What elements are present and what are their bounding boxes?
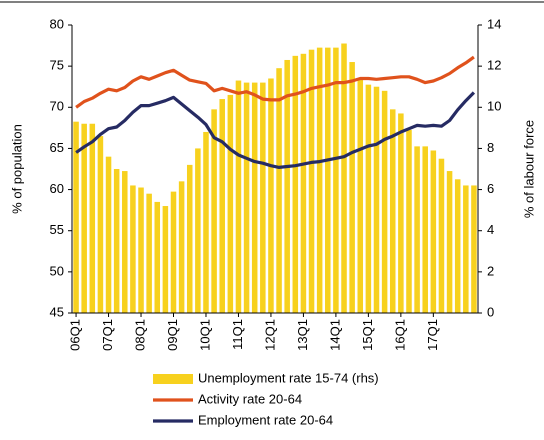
y2-tick-label: 0 [487, 304, 494, 319]
bar [349, 62, 355, 314]
legend-label: Unemployment rate 15-74 (rhs) [198, 370, 379, 385]
legend-label: Activity rate 20-64 [198, 391, 302, 406]
bar [251, 82, 258, 313]
bar [268, 78, 274, 313]
bar [438, 158, 445, 313]
bar [162, 206, 169, 313]
bar [284, 59, 290, 313]
bar [446, 171, 453, 313]
bar [430, 150, 437, 313]
y-tick-label: 70 [50, 99, 64, 114]
y2-tick-label: 10 [487, 99, 501, 114]
bar [146, 193, 152, 313]
bar [113, 169, 120, 313]
bar [333, 47, 339, 313]
x-tick-label: 08Q1 [132, 319, 147, 351]
x-tick-label: 06Q1 [67, 319, 82, 351]
y-tick-label: 80 [50, 16, 64, 31]
bar [89, 123, 96, 313]
x-tick-label: 07Q1 [100, 319, 115, 351]
bar [471, 185, 477, 313]
x-tick-label: 13Q1 [295, 319, 310, 351]
bar [130, 185, 136, 313]
y-tick-label: 60 [50, 181, 64, 196]
bar [406, 129, 412, 313]
y-tick-label: 65 [50, 140, 64, 155]
bar [389, 109, 396, 313]
bar [178, 181, 185, 313]
bar [292, 55, 299, 313]
bar [235, 80, 242, 314]
bar [203, 131, 209, 313]
bar [463, 185, 469, 313]
bar [381, 90, 388, 313]
bar [260, 82, 266, 313]
x-tick-label: 12Q1 [262, 319, 277, 351]
x-tick-label: 10Q1 [197, 319, 212, 351]
bar [97, 136, 104, 313]
x-tick-label: 16Q1 [392, 319, 407, 351]
bar [73, 121, 79, 313]
bar [105, 156, 112, 313]
bar [219, 99, 225, 313]
bar [373, 86, 380, 313]
bar [81, 123, 87, 313]
y2-tick-label: 2 [487, 263, 494, 278]
y2-tick-label: 8 [487, 140, 494, 155]
line-series [75, 91, 476, 169]
bar [454, 179, 461, 313]
legend-swatch [153, 374, 193, 384]
y2-tick-label: 4 [487, 222, 494, 237]
bar [227, 94, 234, 313]
bar [357, 78, 364, 313]
bar [316, 47, 323, 313]
bar [195, 148, 201, 313]
y2-tick-label: 6 [487, 181, 494, 196]
bar [300, 53, 307, 314]
y-tick-label: 50 [50, 263, 64, 278]
y2-tick-label: 12 [487, 58, 501, 73]
bar [170, 191, 177, 313]
bar [308, 49, 315, 313]
y-tick-label: 55 [50, 222, 64, 237]
bar [341, 43, 347, 314]
bar [186, 164, 193, 313]
x-tick-label: 14Q1 [327, 319, 342, 351]
bar [325, 47, 331, 313]
bar [414, 146, 420, 313]
bar [211, 109, 217, 313]
x-tick-label: 09Q1 [165, 319, 180, 351]
line-series [75, 55, 475, 109]
y2-tick-label: 14 [487, 16, 501, 31]
bar [276, 68, 282, 313]
bar [422, 146, 428, 313]
y2-axis-label: % of labour force [521, 120, 536, 218]
bar [138, 187, 144, 313]
bar [365, 84, 372, 314]
bar [243, 82, 250, 313]
x-tick-label: 17Q1 [425, 319, 440, 351]
bar [122, 171, 128, 313]
y-axis-label: % of population [9, 124, 24, 214]
legend-label: Employment rate 20-64 [198, 412, 333, 427]
bar [398, 113, 404, 313]
x-tick-label: 15Q1 [360, 319, 375, 351]
y-tick-label: 75 [50, 58, 64, 73]
x-tick-label: 11Q1 [230, 319, 245, 350]
y-tick-label: 45 [50, 304, 64, 319]
bar [154, 201, 161, 313]
